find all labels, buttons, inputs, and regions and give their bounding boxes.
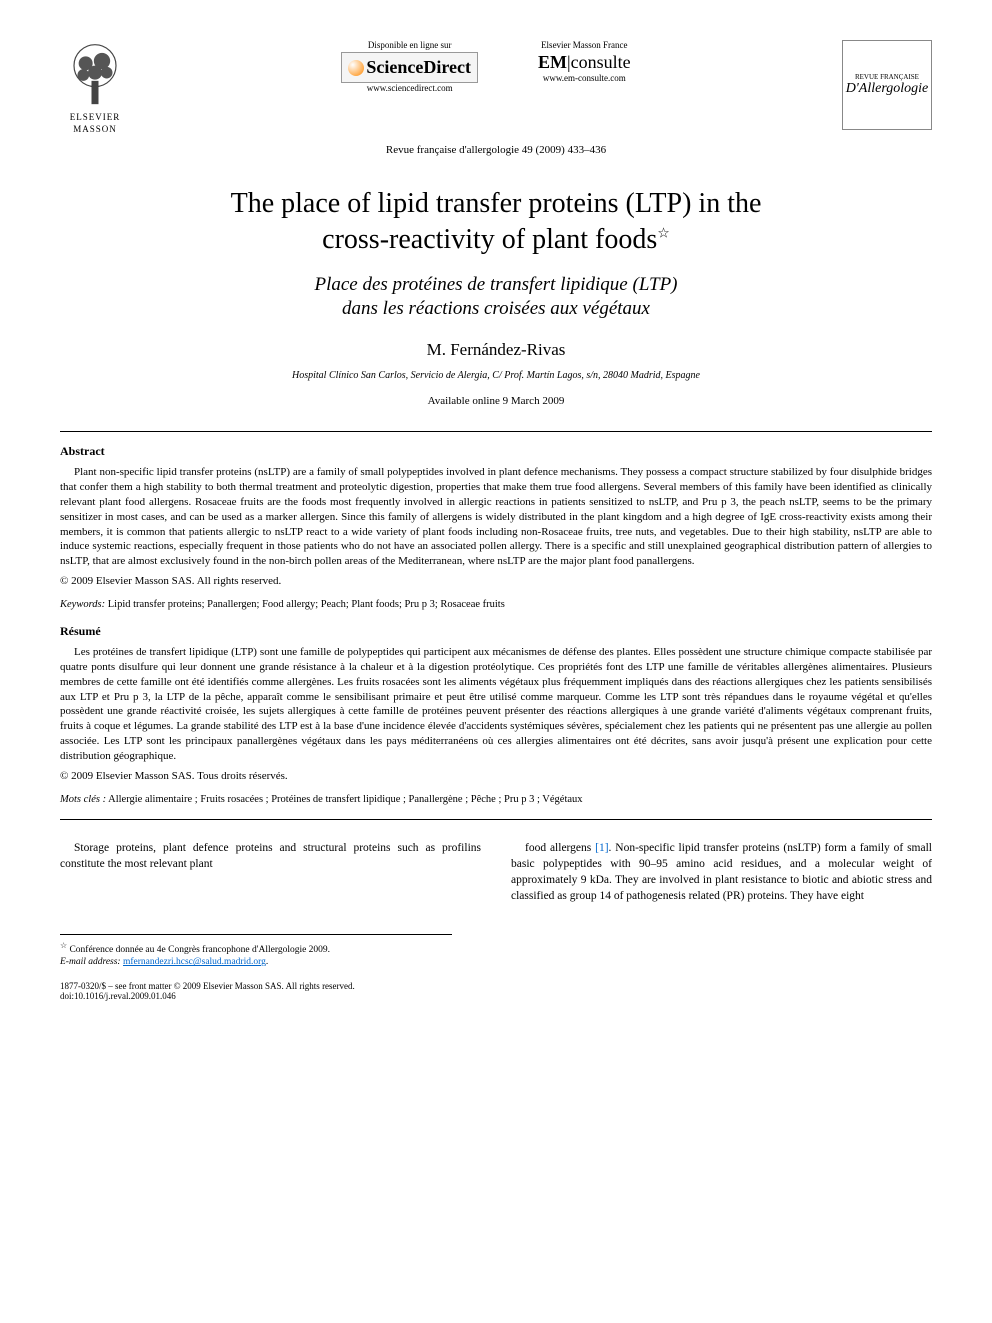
keywords-label-fr: Mots clés : <box>60 794 106 805</box>
sd-ball-icon <box>348 60 364 76</box>
keywords-text-fr: Allergie alimentaire ; Fruits rosacées ;… <box>108 794 582 805</box>
elsevier-tree-icon <box>60 40 130 110</box>
resume-body: Les protéines de transfert lipidique (LT… <box>60 645 932 764</box>
body-col-right: food allergens [1]. Non-specific lipid t… <box>511 840 932 904</box>
abstract-body: Plant non-specific lipid transfer protei… <box>60 465 932 569</box>
resume-text: Les protéines de transfert lipidique (LT… <box>60 645 932 764</box>
body-para-left: Storage proteins, plant defence proteins… <box>60 840 481 872</box>
keywords-label-en: Keywords: <box>60 599 105 610</box>
footer-meta: 1877-0320/$ – see front matter © 2009 El… <box>60 981 932 1001</box>
article-title-en: The place of lipid transfer proteins (LT… <box>60 186 932 259</box>
abstract-heading: Abstract <box>60 444 932 459</box>
journal-cover-logo: REVUE FRANÇAISE D'Allergologie <box>842 40 932 130</box>
body-col-left: Storage proteins, plant defence proteins… <box>60 840 481 904</box>
title-line1: The place of lipid transfer proteins (LT… <box>231 188 762 219</box>
journal-top-label: REVUE FRANÇAISE <box>855 73 919 81</box>
rule-bottom <box>60 819 932 820</box>
citation: Revue française d'allergologie 49 (2009)… <box>60 144 932 156</box>
issn-line: 1877-0320/$ – see front matter © 2009 El… <box>60 981 932 991</box>
sciencedirect-logo[interactable]: ScienceDirect <box>341 52 478 83</box>
publisher-subname: MASSON <box>73 124 117 134</box>
emconsulte-logo[interactable]: EM|consulte <box>538 52 631 73</box>
subtitle-line2: dans les réactions croisées aux végétaux <box>342 298 650 319</box>
available-online-date: Available online 9 March 2009 <box>60 395 932 407</box>
footnote-email: E-mail address: mfernandezri.hcsc@salud.… <box>60 957 452 967</box>
em-suffix: consulte <box>571 52 631 72</box>
sd-url[interactable]: www.sciencedirect.com <box>367 83 453 93</box>
article-title-fr: Place des protéines de transfert lipidiq… <box>60 273 932 322</box>
body-para-right: food allergens [1]. Non-specific lipid t… <box>511 840 932 904</box>
em-prefix: EM <box>538 52 567 72</box>
article-body: Storage proteins, plant defence proteins… <box>60 840 932 904</box>
email-link[interactable]: mfernandezri.hcsc@salud.madrid.org <box>123 957 266 967</box>
abstract-text: Plant non-specific lipid transfer protei… <box>60 465 932 569</box>
footnote-star: ☆ <box>60 941 67 950</box>
author-name: M. Fernández-Rivas <box>60 340 932 360</box>
journal-name: D'Allergologie <box>846 81 929 97</box>
title-footnote-star: ☆ <box>657 227 670 242</box>
footnotes-block: ☆ Conférence donnée au 4e Congrès franco… <box>60 934 452 967</box>
sciencedirect-block: Disponible en ligne sur ScienceDirect ww… <box>341 40 478 93</box>
keywords-en: Keywords: Lipid transfer proteins; Panal… <box>60 599 932 610</box>
sd-tagline: Disponible en ligne sur <box>368 40 452 50</box>
publisher-header: ELSEVIER MASSON Disponible en ligne sur … <box>60 40 932 134</box>
keywords-fr: Mots clés : Allergie alimentaire ; Fruit… <box>60 794 932 805</box>
sd-brand: ScienceDirect <box>366 57 471 78</box>
elsevier-logo-block: ELSEVIER MASSON <box>60 40 130 134</box>
author-affiliation: Hospital Clínico San Carlos, Servicio de… <box>60 370 932 381</box>
publisher-name: ELSEVIER <box>70 112 121 122</box>
em-url[interactable]: www.em-consulte.com <box>543 73 626 83</box>
em-tagline: Elsevier Masson France <box>541 40 627 50</box>
title-line2: cross-reactivity of plant foods <box>322 224 657 255</box>
resume-heading: Résumé <box>60 624 932 639</box>
emconsulte-block: Elsevier Masson France EM|consulte www.e… <box>538 40 631 83</box>
subtitle-line1: Place des protéines de transfert lipidiq… <box>314 274 677 295</box>
footnote-conference: ☆ Conférence donnée au 4e Congrès franco… <box>60 941 452 955</box>
ref-link-1[interactable]: [1] <box>595 842 608 854</box>
resume-copyright: © 2009 Elsevier Masson SAS. Tous droits … <box>60 770 932 782</box>
rule-top <box>60 431 932 432</box>
keywords-text-en: Lipid transfer proteins; Panallergen; Fo… <box>108 599 505 610</box>
email-label: E-mail address: <box>60 957 121 967</box>
abstract-copyright: © 2009 Elsevier Masson SAS. All rights r… <box>60 575 932 587</box>
doi-line: doi:10.1016/j.reval.2009.01.046 <box>60 991 932 1001</box>
platform-logos: Disponible en ligne sur ScienceDirect ww… <box>341 40 630 93</box>
